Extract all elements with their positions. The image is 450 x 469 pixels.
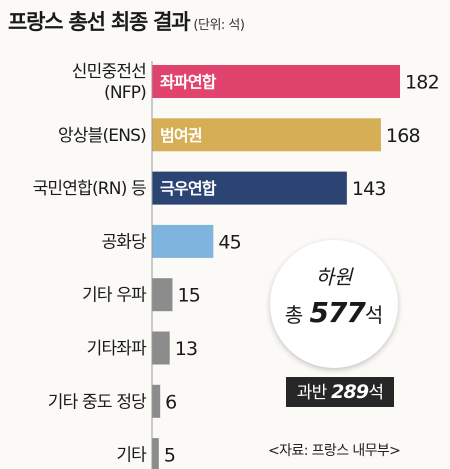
category-label-1-line-1: 신민중전선: [72, 62, 146, 82]
chart-unit: (단위: 석): [193, 18, 245, 33]
bar-6: [152, 331, 170, 365]
value-label-8: 5: [164, 445, 175, 467]
bar-1: [152, 65, 400, 98]
total-seats-prefix: 총: [284, 303, 304, 327]
category-label-2: 앙상블(ENS): [58, 126, 146, 146]
value-label-2: 168: [386, 125, 420, 147]
majority-number: 289: [331, 381, 369, 403]
value-label-5: 15: [177, 285, 200, 307]
category-label-4: 공화당: [101, 232, 147, 252]
bar-8: [152, 438, 159, 469]
value-label-1: 182: [405, 72, 439, 94]
category-label-3: 국민연합(RN) 등: [33, 179, 147, 199]
bar-5: [152, 278, 173, 312]
category-label-5: 기타 우파: [82, 286, 147, 306]
bar-3: [152, 171, 347, 205]
category-label-6: 기타좌파: [87, 339, 148, 359]
bar-2: [152, 118, 381, 152]
category-label-1-line-2: (NFP): [104, 83, 146, 103]
majority-suffix: 석: [368, 383, 384, 403]
total-seats-chamber: 하원: [315, 265, 353, 289]
value-label-6: 13: [175, 338, 198, 360]
total-seats-number: 577: [309, 296, 365, 329]
alliance-label-2: 범여권: [160, 126, 202, 145]
source-note: <자료: 프랑스 내무부>: [268, 443, 401, 459]
chart-title-block: 프랑스 총선 최종 결과 (단위: 석): [8, 6, 245, 36]
bar-4: [152, 224, 214, 258]
total-seats-line: 총 577석: [270, 296, 398, 329]
majority-prefix: 과반: [296, 383, 327, 403]
value-label-7: 6: [165, 391, 176, 413]
category-label-8: 기타: [116, 446, 147, 466]
value-label-4: 45: [218, 231, 241, 253]
alliance-label-1: 좌파연합: [160, 73, 217, 92]
category-label-7: 기타 중도 정당: [48, 392, 147, 412]
majority-box: 과반 289석: [286, 377, 394, 407]
total-seats-suffix: 석: [364, 303, 384, 327]
alliance-label-3: 극우연합: [160, 179, 217, 198]
bar-7: [152, 384, 161, 418]
total-seats-badge: 하원 총 577석: [270, 240, 398, 368]
value-label-3: 143: [352, 178, 386, 200]
chart-title: 프랑스 총선 최종 결과: [8, 10, 191, 34]
